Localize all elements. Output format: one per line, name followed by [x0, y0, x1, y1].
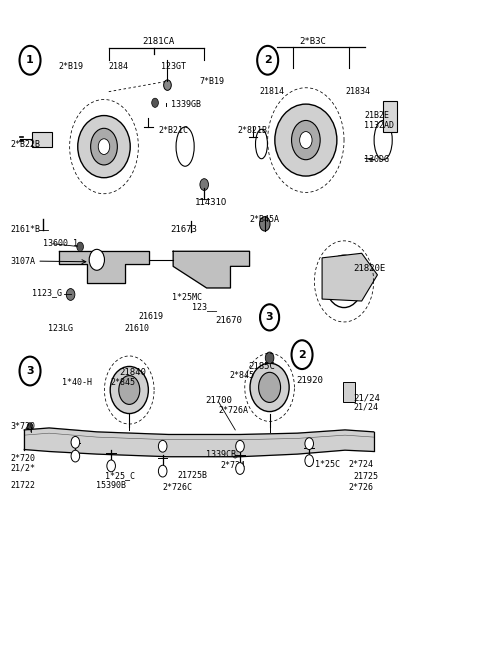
Circle shape	[236, 463, 244, 474]
Text: 21722: 21722	[10, 481, 35, 490]
Text: 1: 1	[26, 55, 34, 65]
Text: 21B2E: 21B2E	[364, 112, 389, 120]
Ellipse shape	[250, 363, 289, 411]
Circle shape	[236, 440, 244, 452]
Circle shape	[89, 250, 105, 270]
Text: 123__: 123__	[192, 302, 217, 311]
Text: 21920: 21920	[296, 376, 323, 386]
Circle shape	[164, 80, 171, 91]
Circle shape	[91, 128, 117, 165]
Text: 2181CA: 2181CA	[143, 37, 175, 47]
Text: 21/24: 21/24	[354, 394, 381, 402]
Circle shape	[232, 450, 238, 458]
Text: 21814: 21814	[259, 87, 284, 96]
Circle shape	[27, 422, 33, 430]
Text: 1132AD: 1132AD	[364, 121, 394, 130]
Text: 1*25_C: 1*25_C	[106, 471, 135, 480]
Text: 2185C: 2185C	[249, 362, 276, 371]
Text: 123LG: 123LG	[48, 324, 73, 333]
Polygon shape	[24, 428, 373, 457]
Text: 2*B3C: 2*B3C	[300, 37, 326, 47]
Text: 1123_G: 1123_G	[33, 288, 62, 297]
Text: 21673: 21673	[171, 225, 198, 233]
Text: 21670: 21670	[215, 316, 242, 325]
Text: 13600 1: 13600 1	[43, 239, 78, 248]
Text: 21725B: 21725B	[177, 471, 207, 480]
Circle shape	[66, 288, 75, 300]
Circle shape	[77, 242, 84, 251]
Text: 123GT: 123GT	[161, 62, 186, 72]
Text: 2*720: 2*720	[10, 453, 35, 463]
Text: 2*B22B: 2*B22B	[10, 139, 40, 148]
Text: 1339GB: 1339GB	[171, 100, 201, 108]
Text: 2*726A: 2*726A	[218, 406, 249, 415]
Circle shape	[291, 120, 320, 160]
Text: 2*845: 2*845	[110, 378, 135, 387]
Text: 21840: 21840	[120, 369, 146, 378]
Circle shape	[200, 179, 208, 191]
Polygon shape	[173, 251, 250, 288]
Text: 2*726: 2*726	[349, 483, 374, 492]
Text: 7*B19: 7*B19	[199, 77, 225, 85]
Text: 1*25C: 1*25C	[315, 460, 340, 469]
Circle shape	[98, 139, 110, 154]
Text: 11431O: 11431O	[195, 198, 227, 207]
Text: 2184: 2184	[109, 62, 129, 72]
Text: 21820E: 21820E	[354, 264, 386, 273]
Text: 2*B19: 2*B19	[59, 62, 84, 72]
Text: 1*40-H: 1*40-H	[62, 378, 93, 387]
Text: 2*726C: 2*726C	[163, 483, 192, 492]
Circle shape	[71, 450, 80, 462]
Text: 2*B45A: 2*B45A	[250, 215, 279, 224]
Text: 21700: 21700	[205, 396, 232, 405]
Text: 2*821B: 2*821B	[238, 125, 268, 135]
Text: 2: 2	[264, 55, 272, 65]
Circle shape	[158, 440, 167, 452]
Ellipse shape	[110, 367, 148, 413]
Text: 21619: 21619	[139, 312, 164, 321]
Text: 3107A: 3107A	[10, 257, 35, 265]
Text: 3: 3	[26, 366, 34, 376]
Circle shape	[107, 460, 116, 472]
Text: 21/24: 21/24	[354, 403, 379, 411]
Text: 2*724: 2*724	[349, 460, 374, 469]
Text: 3: 3	[266, 312, 274, 323]
Text: 3*720: 3*720	[10, 422, 35, 431]
Text: 1*25MC: 1*25MC	[172, 292, 202, 302]
Text: 15390B: 15390B	[96, 481, 126, 490]
Circle shape	[71, 436, 80, 448]
Circle shape	[158, 465, 167, 477]
Circle shape	[259, 373, 281, 403]
Text: 21/2*: 21/2*	[10, 463, 35, 472]
FancyBboxPatch shape	[33, 132, 52, 147]
Circle shape	[305, 455, 313, 466]
Circle shape	[265, 352, 274, 364]
Circle shape	[305, 438, 313, 449]
Circle shape	[119, 376, 140, 405]
Text: 21834: 21834	[345, 87, 370, 96]
Ellipse shape	[275, 104, 337, 176]
Text: 2*845: 2*845	[229, 371, 254, 380]
Circle shape	[337, 271, 351, 291]
Text: 2*724: 2*724	[220, 461, 245, 470]
Ellipse shape	[78, 116, 130, 177]
Polygon shape	[59, 251, 149, 283]
Circle shape	[152, 98, 158, 107]
Text: 2: 2	[298, 350, 306, 359]
Text: 2*B21C: 2*B21C	[159, 125, 189, 135]
FancyBboxPatch shape	[383, 101, 397, 132]
Polygon shape	[322, 253, 377, 301]
FancyBboxPatch shape	[343, 382, 355, 402]
Text: 1339CB: 1339CB	[205, 449, 236, 459]
Circle shape	[260, 217, 270, 231]
Circle shape	[300, 131, 312, 148]
Text: 2161*B: 2161*B	[10, 225, 40, 233]
Text: 21725: 21725	[354, 472, 379, 481]
Text: 130DG: 130DG	[364, 155, 389, 164]
Text: 21610: 21610	[124, 324, 149, 333]
